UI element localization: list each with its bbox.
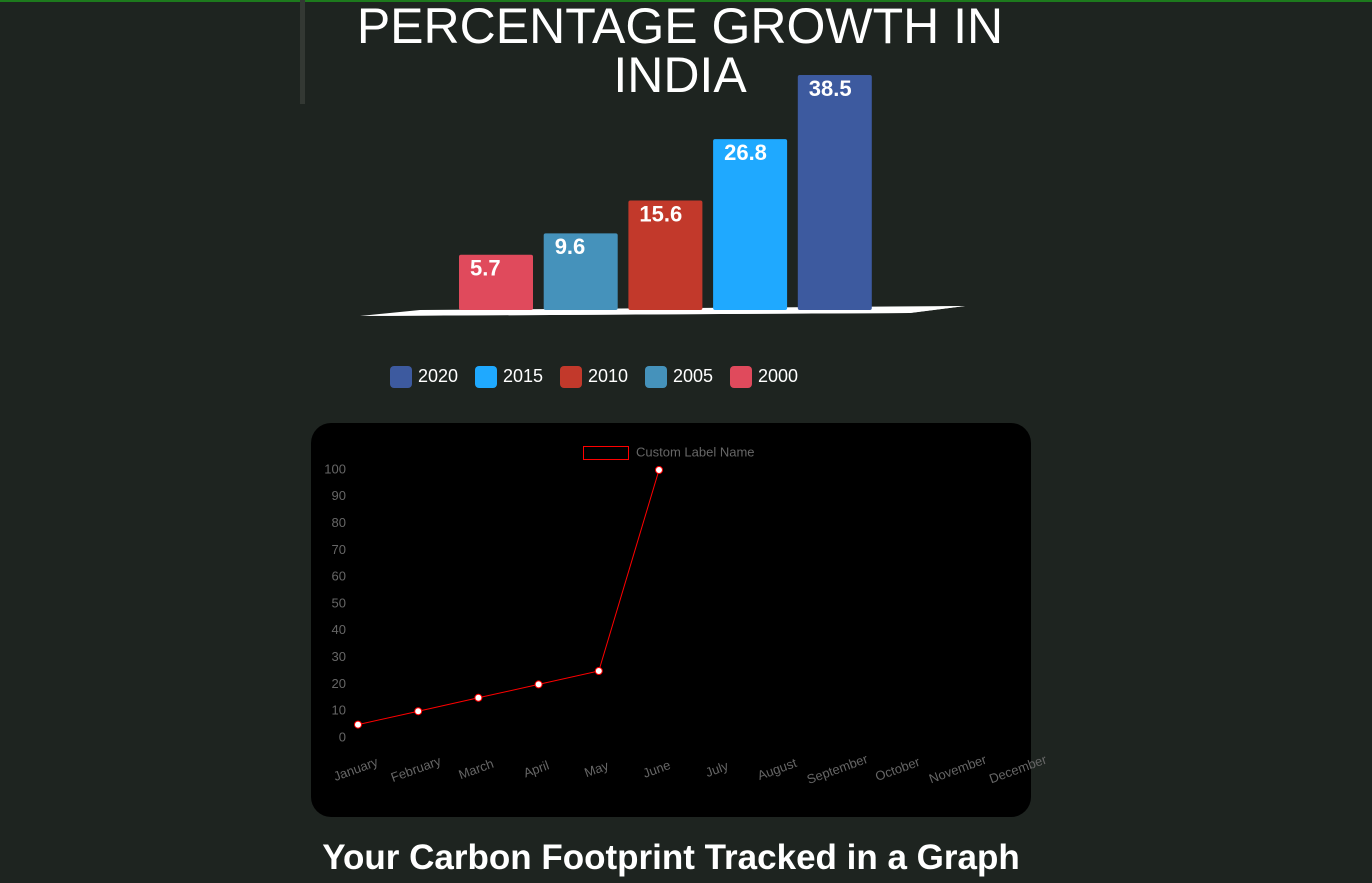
bar-value-label: 5.7 (470, 256, 501, 281)
bar (797, 75, 872, 310)
legend-label: 2010 (588, 366, 628, 386)
line (357, 469, 660, 726)
legend-swatch (645, 366, 667, 388)
chart-title: PERCENTAGE GROWTH IN INDIA (356, 0, 1004, 103)
bar (543, 233, 618, 310)
bar (713, 139, 788, 310)
legend-label: Custom Label Name (636, 444, 755, 459)
y-tick-label: 0 (339, 729, 346, 744)
bar-value-label: 38.5 (809, 76, 852, 101)
point (655, 466, 663, 474)
legend-label: 2020 (418, 366, 458, 386)
y-tick-label: 80 (332, 515, 346, 530)
page-heading: Your Carbon Footprint Tracked in a Graph (322, 838, 1020, 877)
line-chart-panel (311, 423, 1031, 817)
bar-value-label: 26.8 (724, 140, 767, 165)
point (354, 720, 362, 729)
y-tick-label: 40 (332, 622, 346, 637)
y-tick-label: 100 (324, 461, 346, 476)
point (534, 680, 543, 689)
side-bar (300, 0, 305, 104)
y-tick-label: 90 (332, 488, 346, 503)
legend-swatch (583, 446, 629, 460)
y-tick-label: 20 (332, 676, 346, 691)
bar (459, 254, 533, 310)
y-tick-label: 10 (332, 703, 346, 718)
legend-swatch (475, 366, 497, 388)
legend-swatch (390, 366, 412, 388)
legend-label: 2015 (503, 366, 543, 386)
y-tick-label: 50 (332, 595, 346, 610)
y-tick-label: 70 (332, 542, 346, 557)
point (414, 707, 423, 716)
point (594, 667, 603, 675)
y-tick-label: 30 (332, 649, 346, 664)
point (474, 693, 483, 702)
legend-swatch (560, 366, 582, 388)
legend-label: 2000 (758, 366, 798, 386)
top-border (0, 0, 1372, 2)
bar-value-label: 15.6 (639, 201, 682, 226)
legend-swatch (730, 366, 752, 388)
bar (628, 200, 703, 310)
y-tick-label: 60 (332, 569, 346, 584)
legend-label: 2005 (673, 366, 713, 386)
bar-value-label: 9.6 (555, 234, 586, 259)
